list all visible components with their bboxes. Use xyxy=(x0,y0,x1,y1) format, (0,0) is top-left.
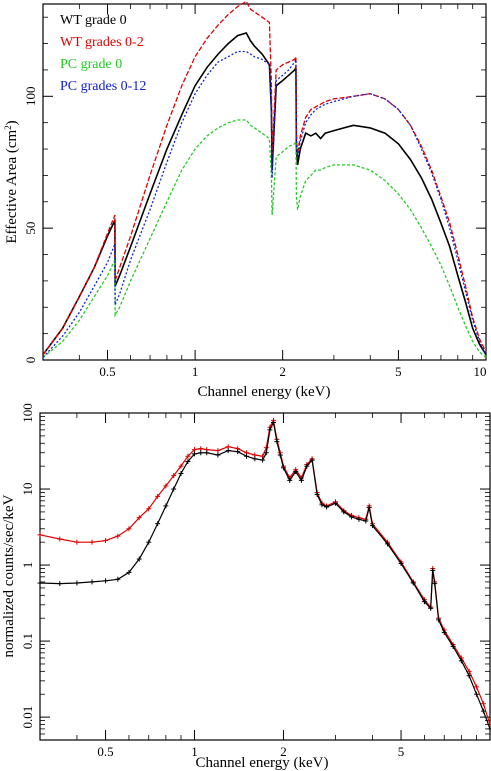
bottom-plot-frame xyxy=(39,412,491,741)
bottom-y-tick-label: 100 xyxy=(20,403,35,423)
top-x-tick-label: 5 xyxy=(395,364,402,379)
bottom-x-tick-label: 1 xyxy=(191,744,198,759)
top-legend-entry: PC grades 0-12 xyxy=(60,79,146,94)
top-y-axis-label: Effective Area (cm2) xyxy=(3,120,20,243)
bottom-y-tick-label: 10 xyxy=(20,483,35,496)
bottom-x-tick-label: 2 xyxy=(280,744,287,759)
top-y-tick-label: 50 xyxy=(23,222,38,235)
top-legend-entry: WT grade 0 xyxy=(60,13,127,28)
bottom-y-tick-label: 0.1 xyxy=(20,633,35,649)
spectrum-chart: 0.5 1 2 5 0.01 0.1 1 10 100 Channel energy (keV)… xyxy=(1,403,491,771)
top-series-line xyxy=(42,32,487,356)
top-y-tick-label: 0 xyxy=(23,357,38,364)
bottom-series-line xyxy=(39,418,491,725)
top-series-line xyxy=(42,50,487,358)
bottom-y-tick-label: 0.01 xyxy=(20,706,35,729)
bottom-axis-ticks: 0.5 1 2 5 0.01 0.1 1 10 100 xyxy=(20,403,490,759)
bottom-x-tick-label: 0.5 xyxy=(97,744,113,759)
bottom-x-tick-label: 5 xyxy=(398,744,405,759)
bottom-series-group xyxy=(37,417,491,732)
top-series-group xyxy=(42,0,487,358)
bottom-y-axis-label: normalized counts/sec/keV xyxy=(1,494,17,657)
top-y-axis-label-end: ) xyxy=(4,120,20,125)
top-series-line xyxy=(42,0,487,356)
top-legend-entry: WT grades 0-2 xyxy=(60,35,144,50)
top-y-axis-label-sup: 2 xyxy=(3,125,13,130)
top-y-axis-label-main: Effective Area (cm xyxy=(4,130,20,244)
top-x-tick-label: 2 xyxy=(279,364,286,379)
top-x-axis-label: Channel energy (keV) xyxy=(197,384,330,400)
top-series-line xyxy=(42,119,487,358)
top-x-tick-label: 10 xyxy=(474,364,487,379)
bottom-x-axis-label: Channel energy (keV) xyxy=(195,755,328,771)
top-x-tick-label: 0.5 xyxy=(99,364,115,379)
top-x-tick-label: 1 xyxy=(192,364,199,379)
top-y-tick-label: 100 xyxy=(23,87,38,107)
bottom-series-line xyxy=(39,420,491,730)
top-plot-frame xyxy=(42,3,487,361)
bottom-y-tick-label: 1 xyxy=(20,562,35,569)
top-legend-entry: PC grade 0 xyxy=(60,57,122,72)
top-legend: WT grade 0 WT grades 0-2 PC grade 0 PC grad… xyxy=(60,13,146,94)
